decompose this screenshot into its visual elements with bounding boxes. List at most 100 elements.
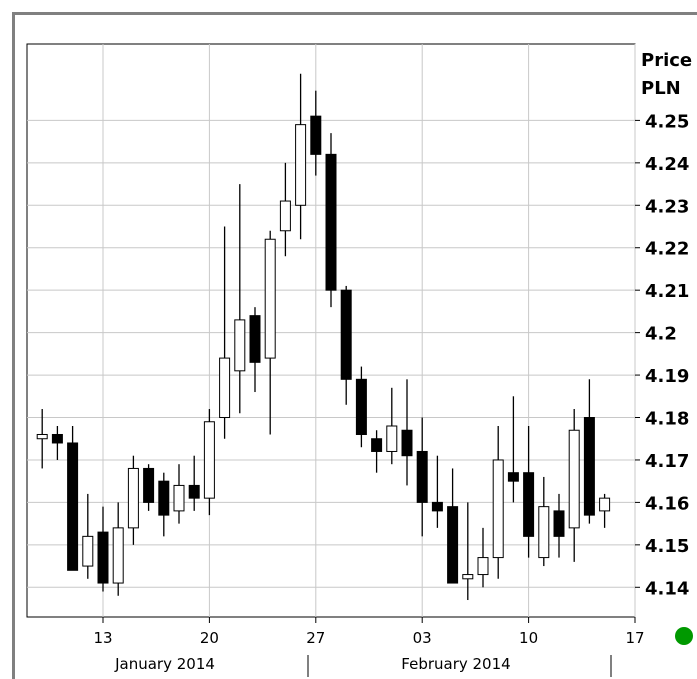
price-tick-label: 4.22 — [645, 239, 689, 260]
candle-body — [583, 417, 595, 516]
candle-body — [431, 501, 443, 512]
date-tick-label: 17 — [625, 629, 644, 647]
candle — [203, 409, 215, 516]
candle-body — [143, 467, 155, 503]
candle — [234, 184, 246, 414]
date-tick-label: 27 — [306, 629, 325, 647]
candle — [553, 493, 565, 558]
candle — [462, 502, 474, 601]
candle — [97, 506, 109, 592]
candle — [279, 162, 291, 257]
price-tick-label: 4.15 — [645, 536, 689, 557]
candle — [67, 426, 79, 571]
candles — [36, 73, 611, 601]
candle-body — [310, 115, 322, 155]
candle-body — [462, 574, 474, 580]
candle-body — [295, 124, 307, 206]
candle-body — [279, 200, 291, 232]
price-tick-label: 4.24 — [645, 154, 689, 175]
price-tick-label: 4.18 — [645, 409, 689, 430]
candle-body — [249, 315, 261, 363]
candle — [583, 379, 595, 524]
candle — [507, 396, 519, 503]
candle-body — [401, 429, 413, 457]
candle — [219, 226, 231, 439]
candle — [249, 307, 261, 393]
price-tick-label: 4.19 — [645, 366, 689, 387]
candle — [599, 493, 611, 528]
candle — [492, 426, 504, 579]
candle-body — [507, 472, 519, 482]
candle — [173, 464, 185, 524]
price-tick-label: 4.14 — [645, 578, 689, 599]
candle-body — [386, 425, 398, 452]
candle — [51, 426, 63, 460]
status-indicator-icon — [675, 627, 693, 645]
candle — [295, 73, 307, 240]
candle — [310, 90, 322, 176]
candle-body — [355, 378, 367, 435]
candle — [143, 464, 155, 511]
candle — [523, 426, 535, 558]
candle-body — [568, 429, 580, 529]
price-tick-label: 4.25 — [645, 111, 689, 132]
candle — [264, 230, 276, 435]
candle-body — [82, 535, 94, 567]
candle — [371, 430, 383, 473]
candle-body — [477, 557, 489, 576]
candle — [431, 455, 443, 528]
candle-body — [371, 438, 383, 452]
candle-body — [325, 153, 337, 291]
candle-body — [416, 450, 428, 503]
price-tick-label: 4.16 — [645, 493, 689, 514]
candle-body — [97, 531, 109, 584]
candle — [538, 476, 550, 567]
currency-label: PLN — [641, 78, 681, 99]
candle — [188, 455, 200, 511]
candle-body — [599, 497, 611, 512]
candle — [82, 493, 94, 579]
candle — [340, 285, 352, 405]
price-tick-label: 4.17 — [645, 451, 689, 472]
candle — [325, 133, 337, 308]
candle-body — [538, 506, 550, 559]
candle-body — [51, 433, 63, 444]
price-tick-label: 4.21 — [645, 281, 689, 302]
date-tick-label: 20 — [200, 629, 219, 647]
candle — [416, 417, 428, 537]
price-axis-title: Price — [641, 50, 692, 71]
candle-body — [234, 319, 246, 372]
candle — [386, 387, 398, 465]
candle — [158, 472, 170, 537]
price-tick-label: 4.23 — [645, 196, 689, 217]
candle-body — [264, 238, 276, 359]
candle-body — [203, 421, 215, 499]
candle-body — [447, 506, 459, 584]
candle-body — [158, 480, 170, 516]
candle — [112, 502, 124, 596]
candle-body — [219, 357, 231, 419]
price-axis: 4.25 4.24 4.23 4.22 4.21 4.2 4.19 4.18 4.17 4.16 4… — [635, 111, 689, 599]
candle-body — [553, 510, 565, 537]
candle-body — [492, 459, 504, 559]
candle — [36, 409, 48, 469]
candle-body — [112, 527, 124, 584]
candle — [477, 527, 489, 588]
candle-body — [127, 467, 139, 529]
candle — [401, 379, 413, 486]
candle-body — [188, 484, 200, 499]
date-tick-label: 10 — [519, 629, 538, 647]
candle-body — [67, 442, 79, 571]
candle — [127, 455, 139, 545]
candle — [568, 409, 580, 562]
month-label: February 2014 — [401, 655, 510, 673]
candle — [355, 366, 367, 448]
candle-body — [523, 472, 535, 537]
candle-body — [36, 433, 48, 440]
candle-body — [340, 289, 352, 380]
date-tick-label: 03 — [413, 629, 432, 647]
month-label: January 2014 — [114, 655, 215, 673]
candle-body — [173, 484, 185, 512]
